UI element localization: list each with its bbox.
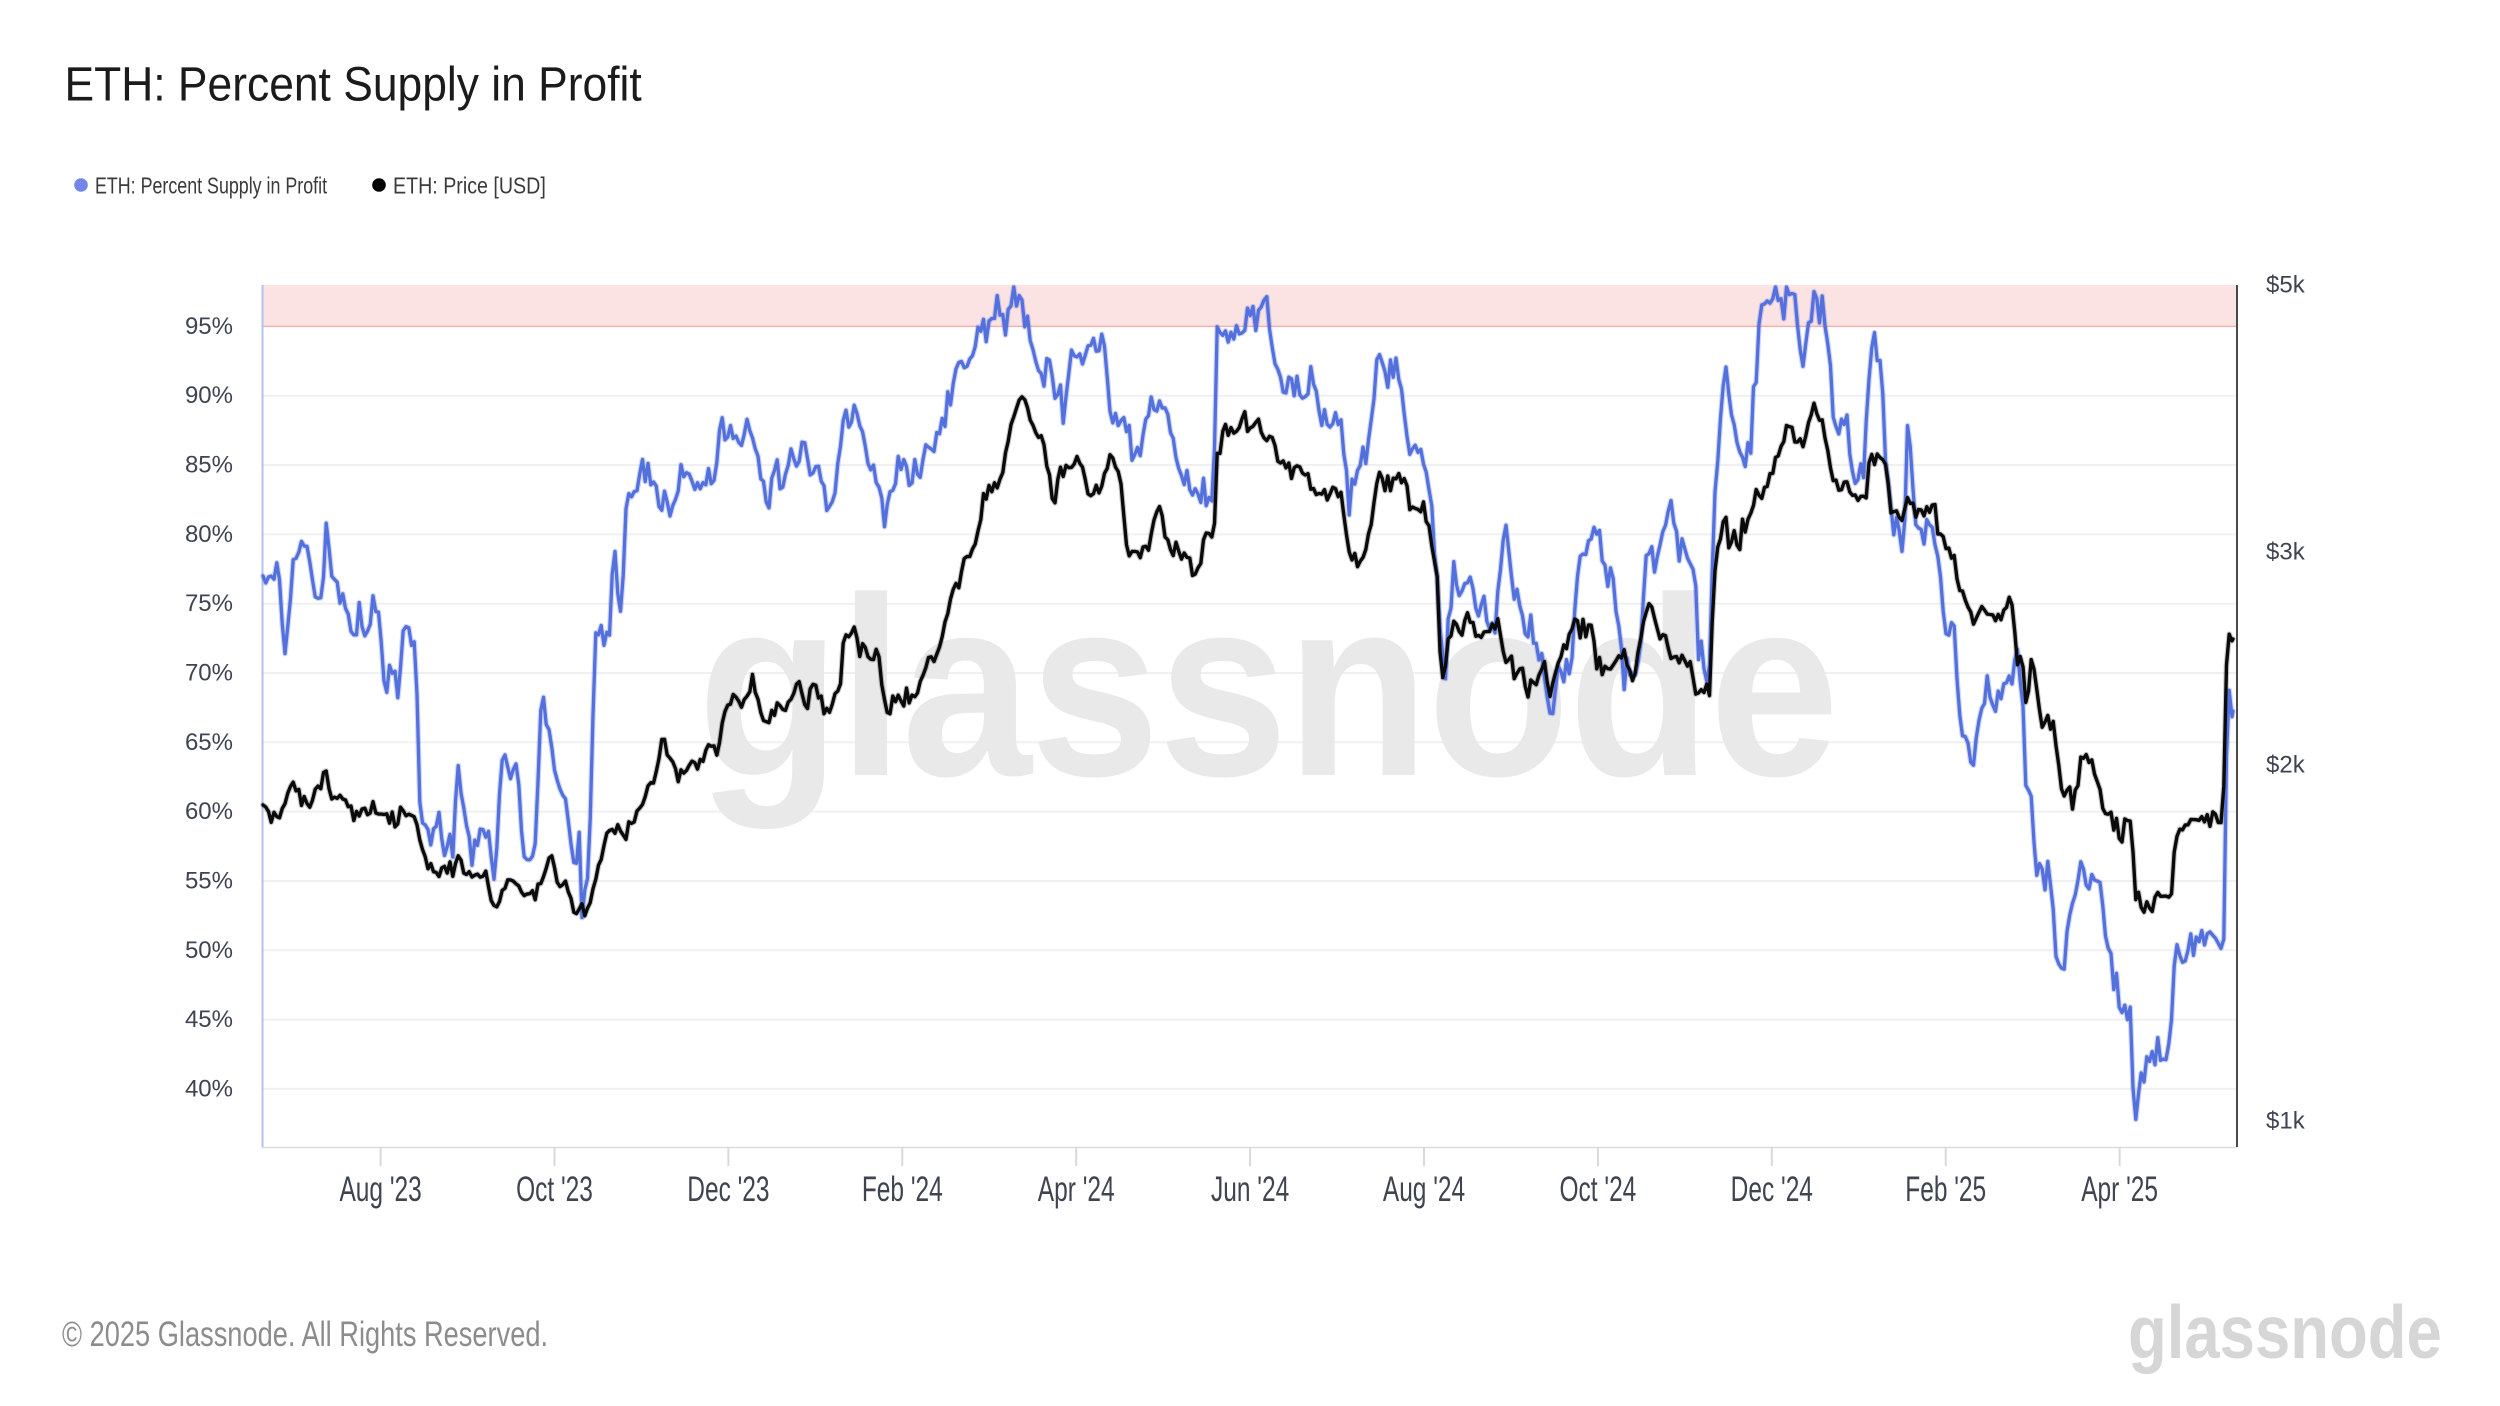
svg-text:95%: 95% [185,313,233,340]
svg-text:Jun '24: Jun '24 [1211,1171,1289,1209]
svg-text:Oct '24: Oct '24 [1559,1171,1636,1209]
svg-text:60%: 60% [185,798,233,825]
svg-text:75%: 75% [185,590,233,617]
svg-text:Feb '25: Feb '25 [1905,1171,1986,1209]
svg-text:$3k: $3k [2266,539,2306,566]
svg-text:Dec '23: Dec '23 [687,1171,769,1209]
svg-text:glassnode: glassnode [698,545,1838,830]
svg-text:$2k: $2k [2266,752,2306,779]
svg-text:© 2025 Glassnode. All Rights R: © 2025 Glassnode. All Rights Reserved. [62,1315,548,1354]
svg-text:ETH: Percent Supply in Profit: ETH: Percent Supply in Profit [65,57,642,111]
svg-text:ETH: Price [USD]: ETH: Price [USD] [393,173,546,199]
svg-text:Aug '24: Aug '24 [1383,1171,1465,1209]
svg-text:55%: 55% [185,868,233,895]
svg-text:Oct '23: Oct '23 [516,1171,593,1209]
svg-text:Apr '24: Apr '24 [1038,1171,1115,1209]
svg-text:Aug '23: Aug '23 [339,1171,421,1209]
svg-text:40%: 40% [185,1075,233,1102]
svg-text:Dec '24: Dec '24 [1731,1171,1813,1209]
svg-text:65%: 65% [185,729,233,756]
svg-text:Feb '24: Feb '24 [862,1171,943,1209]
svg-text:45%: 45% [185,1006,233,1033]
svg-text:glassnode: glassnode [2128,1290,2442,1374]
svg-text:Apr '25: Apr '25 [2081,1171,2158,1209]
svg-text:ETH: Percent Supply in Profit: ETH: Percent Supply in Profit [95,173,327,199]
svg-text:90%: 90% [185,382,233,409]
svg-text:85%: 85% [185,452,233,479]
svg-text:50%: 50% [185,937,233,964]
svg-text:$1k: $1k [2266,1108,2306,1135]
svg-text:70%: 70% [185,660,233,687]
svg-text:$5k: $5k [2266,272,2306,299]
svg-text:80%: 80% [185,521,233,548]
